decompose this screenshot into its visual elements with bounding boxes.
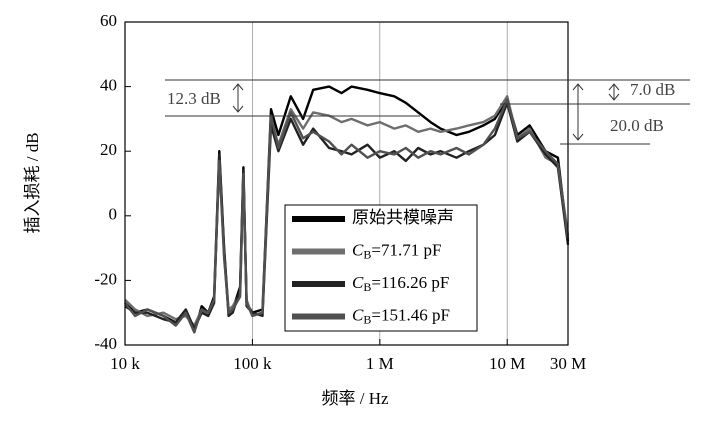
legend-label: CB=116.26 pF <box>352 273 449 294</box>
x-axis-label: 频率 / Hz <box>321 389 388 408</box>
y-tick-label: 60 <box>100 11 117 30</box>
annotation-lines <box>165 79 690 145</box>
plot-frame <box>124 21 569 346</box>
x-tick-label: 10 M <box>489 354 525 373</box>
y-tick-label: -20 <box>94 269 117 288</box>
legend-label: 原始共模噪声 <box>352 208 454 227</box>
x-tick-label: 1 M <box>366 354 394 373</box>
y-axis-label: 插入损耗 / dB <box>23 132 42 233</box>
y-tick-label: 20 <box>100 140 117 159</box>
y-tick-label: -40 <box>94 334 117 353</box>
x-tick-label: 100 k <box>233 354 272 373</box>
annotation: 7.0 dB <box>630 80 675 99</box>
annotation: 12.3 dB <box>167 89 221 108</box>
y-tick-label: 40 <box>100 76 117 95</box>
annotation: 20.0 dB <box>610 116 664 135</box>
series-line <box>124 98 570 334</box>
legend-box <box>284 204 478 332</box>
legend-label: CB=71.71 pF <box>352 240 441 261</box>
legend-label: CB=151.46 pF <box>352 305 450 326</box>
y-tick-label: 0 <box>109 205 118 224</box>
x-tick-label: 10 k <box>110 354 140 373</box>
series-line <box>124 85 570 334</box>
legend: 原始共模噪声 CB=71.71 pF CB=116.26 pF CB=151.46 p… <box>284 204 478 332</box>
x-tick-label: 30 M <box>550 354 586 373</box>
